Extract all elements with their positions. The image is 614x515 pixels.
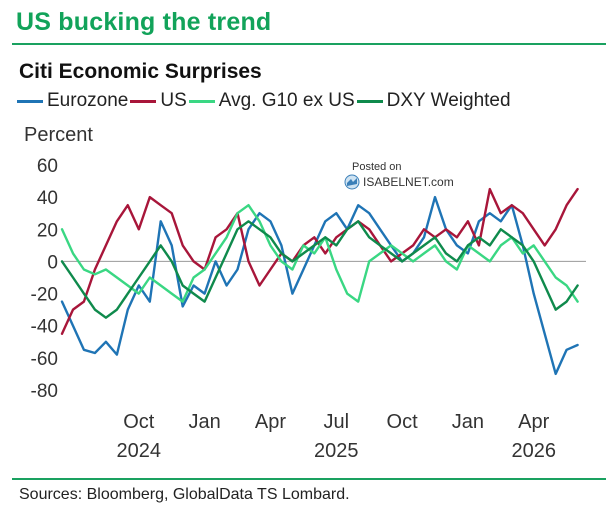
x-year-label-0: 2024	[117, 440, 162, 462]
series-line-eurozone	[60, 195, 579, 376]
y-tick-label-6: -60	[31, 349, 58, 370]
x-tick-label-1: Jan	[188, 411, 220, 433]
y-tick-label-2: 20	[37, 220, 58, 241]
watermark-brand: ISABELNET.com	[344, 174, 454, 190]
x-tick-label-2: Apr	[255, 411, 286, 433]
headline: US bucking the trend	[16, 8, 272, 36]
legend-label-1: US	[160, 90, 187, 111]
watermark-brand-text: ISABELNET.com	[363, 175, 454, 189]
top-rule	[12, 43, 606, 45]
y-tick-label-7: -80	[31, 381, 58, 402]
legend-item-1: US	[130, 90, 187, 112]
y-tick-label-0: 60	[37, 156, 58, 177]
line-chart: Percent 60 40 20 0 -20 -40 -60 -80 Oct 2024 Jan Apr J…	[24, 124, 586, 462]
legend: Eurozone US Avg. G10 ex US DXY Weighted	[17, 89, 513, 113]
x-tick-label-0: Oct	[123, 411, 155, 433]
legend-label-2: Avg. G10 ex US	[218, 90, 355, 111]
legend-swatch-2	[188, 99, 215, 103]
watermark-posted: Posted on	[352, 161, 402, 173]
legend-item-0: Eurozone	[17, 90, 128, 112]
watermark: Posted on ISABELNET.com	[344, 160, 454, 190]
y-tick-label-1: 40	[37, 188, 58, 209]
bottom-rule	[12, 478, 606, 480]
y-tick-label-5: -40	[31, 317, 58, 338]
legend-label-0: Eurozone	[47, 90, 129, 111]
chart-title: Citi Economic Surprises	[19, 60, 262, 83]
y-tick-label-4: -20	[31, 285, 58, 306]
source-note: Sources: Bloomberg, GlobalData TS Lombar…	[19, 486, 350, 503]
legend-item-3: DXY Weighted	[356, 90, 511, 112]
series-line-avg-g10-ex-us	[60, 203, 579, 303]
series-line-dxy-weighted	[60, 220, 579, 319]
legend-swatch-0	[17, 99, 43, 103]
x-tick-label-3: Jul	[323, 411, 349, 433]
legend-swatch-3	[356, 99, 383, 103]
legend-item-2: Avg. G10 ex US	[188, 90, 355, 112]
y-tick-label-3: 0	[47, 252, 58, 273]
isabelnet-logo-icon	[344, 174, 360, 190]
chart-card	[6, 6, 606, 508]
y-axis-label: Percent	[24, 124, 93, 146]
x-tick-label-5: Jan	[452, 411, 484, 433]
x-tick-label-4: Oct	[387, 411, 419, 433]
x-year-label-6: 2026	[511, 440, 556, 462]
legend-swatch-1	[130, 99, 157, 103]
legend-label-3: DXY Weighted	[386, 90, 511, 111]
x-year-label-3: 2025	[314, 440, 359, 462]
x-tick-label-6: Apr	[518, 411, 549, 433]
